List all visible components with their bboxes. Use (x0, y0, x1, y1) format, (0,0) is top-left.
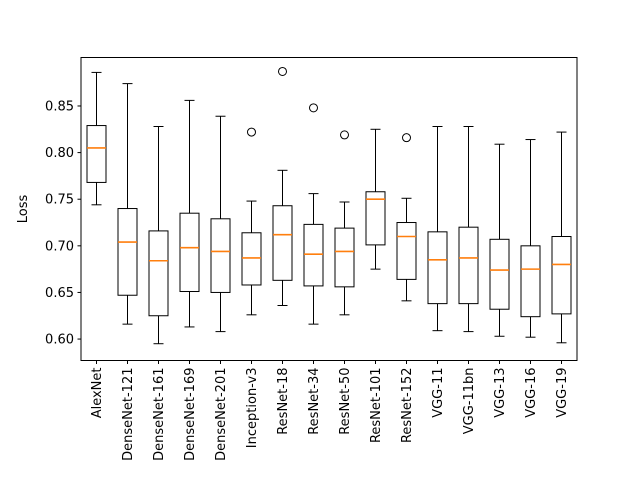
box-ResNet-18 (272, 66, 293, 306)
axes-frame (80, 57, 578, 361)
y-tick-label: 0.70 (45, 239, 74, 254)
box-VGG-11 (427, 125, 448, 332)
iqr-box (117, 208, 138, 296)
y-tick-label: 0.80 (45, 146, 74, 161)
box-VGG-16 (520, 139, 541, 338)
iqr-box (148, 230, 169, 317)
x-tick-label: DenseNet-161 (152, 368, 167, 461)
x-tick-label: DenseNet-201 (214, 368, 229, 461)
box-DenseNet-161 (148, 125, 169, 345)
box-VGG-11bn (458, 125, 479, 333)
x-tick-label: ResNet-34 (307, 368, 322, 435)
x-tick-label: ResNet-152 (400, 368, 415, 444)
y-tick-label: 0.60 (45, 333, 74, 348)
y-tick-label: 0.85 (45, 99, 74, 114)
box-VGG-13 (489, 143, 510, 337)
iqr-box (427, 231, 448, 305)
x-tick-label: VGG-11bn (462, 368, 477, 435)
iqr-box (551, 236, 572, 315)
iqr-box (210, 218, 231, 293)
box-AlexNet (86, 71, 107, 206)
x-tick-label: DenseNet-169 (183, 368, 198, 461)
x-tick-label: AlexNet (90, 368, 105, 419)
iqr-box (334, 227, 355, 288)
x-tick-label: DenseNet-121 (121, 368, 136, 461)
outlier-marker (309, 103, 318, 113)
box-DenseNet-121 (117, 83, 138, 325)
x-tick-label: ResNet-50 (338, 368, 353, 435)
outlier-marker (402, 133, 411, 143)
box-DenseNet-169 (179, 99, 200, 328)
x-tick-label: ResNet-101 (369, 368, 384, 444)
x-tick-label: VGG-13 (493, 368, 508, 418)
y-tick-label: 0.65 (45, 286, 74, 301)
iqr-box (241, 232, 262, 286)
iqr-box (365, 191, 386, 246)
iqr-box (86, 125, 107, 183)
iqr-box (303, 223, 324, 287)
iqr-box (396, 222, 417, 280)
box-VGG-19 (551, 131, 572, 344)
box-ResNet-34 (303, 103, 324, 325)
outlier-marker (340, 130, 349, 140)
x-tick-label: ResNet-18 (276, 368, 291, 435)
iqr-box (520, 245, 541, 318)
iqr-box (179, 212, 200, 293)
x-tick-label: Inception-v3 (245, 368, 260, 449)
x-tick-label: VGG-16 (524, 368, 539, 418)
x-tick-label: VGG-19 (555, 368, 570, 418)
iqr-box (489, 238, 510, 310)
box-ResNet-101 (365, 128, 386, 270)
outlier-marker (278, 66, 287, 76)
box-DenseNet-201 (210, 115, 231, 333)
box-ResNet-152 (396, 133, 417, 302)
iqr-box (272, 205, 293, 281)
box-Inception-v3 (241, 127, 262, 316)
iqr-box (458, 226, 479, 305)
outlier-marker (247, 127, 256, 137)
x-tick-label: VGG-11 (431, 368, 446, 418)
y-tick-label: 0.75 (45, 193, 74, 208)
box-ResNet-50 (334, 130, 355, 316)
